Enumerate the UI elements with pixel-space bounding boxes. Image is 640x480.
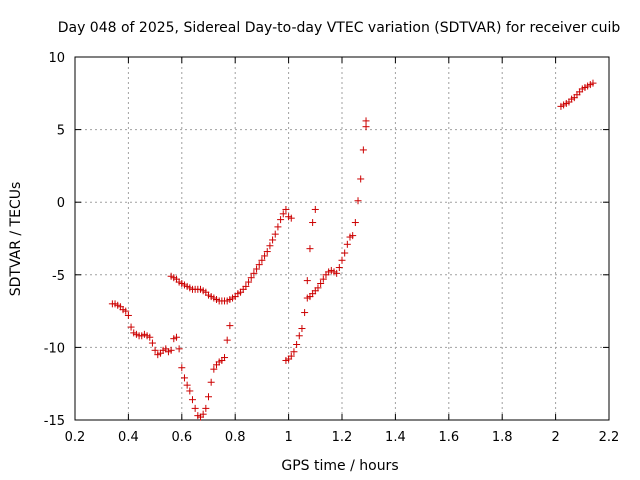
data-point [354, 197, 362, 205]
data-point [226, 322, 234, 330]
data-point [266, 242, 274, 250]
data-point [183, 381, 191, 389]
data-point [311, 205, 319, 213]
data-point [261, 252, 269, 260]
y-tick-label: 5 [57, 124, 65, 139]
data-point [306, 245, 314, 253]
data-point [146, 333, 154, 341]
data-point [335, 264, 343, 272]
data-point [151, 346, 159, 354]
data-point [277, 216, 285, 224]
data-point [247, 274, 255, 282]
data-point [245, 278, 253, 286]
data-point [271, 230, 279, 238]
data-point [309, 219, 317, 227]
data-point [255, 261, 263, 269]
data-point [298, 325, 306, 333]
data-point [319, 275, 327, 283]
data-point [210, 365, 218, 373]
grid-lines [75, 57, 609, 420]
x-tick-label: 0.8 [225, 430, 246, 445]
x-tick-label: 0.6 [171, 430, 192, 445]
data-point [333, 269, 341, 277]
data-point [349, 232, 357, 240]
chart-title: Day 048 of 2025, Sidereal Day-to-day VTE… [58, 20, 621, 36]
data-point [338, 256, 346, 264]
data-point [180, 374, 188, 382]
x-tick-label: 2 [551, 430, 559, 445]
data-points [108, 79, 597, 421]
data-point [127, 323, 135, 331]
data-point [221, 354, 229, 362]
data-point [167, 346, 175, 354]
data-point [301, 309, 309, 317]
x-tick-label: 1.2 [332, 430, 353, 445]
x-tick-label: 2.2 [599, 430, 620, 445]
data-point [343, 240, 351, 248]
data-point [282, 205, 290, 213]
data-point [175, 345, 183, 353]
x-axis: 0.2 0.4 0.6 0.8 1 1.2 1.4 1.6 1.8 2 2.2 [65, 57, 620, 445]
series-sdtvar-late-segment [557, 79, 597, 110]
x-axis-title: GPS time / hours [281, 458, 398, 474]
data-point [202, 404, 210, 412]
data-point [207, 378, 215, 386]
data-point [314, 284, 322, 292]
data-point [122, 307, 130, 315]
data-point [362, 117, 370, 125]
data-point [287, 214, 295, 222]
data-point [124, 311, 132, 319]
series-sdtvar-upper-branch [167, 205, 295, 305]
x-tick-label: 1.4 [385, 430, 406, 445]
series-sdtvar-second-arc [282, 123, 370, 364]
series-sdtvar-second-arc-outliers [303, 117, 370, 285]
data-point [263, 248, 271, 256]
y-tick-label: -10 [44, 341, 65, 356]
data-point [287, 352, 295, 360]
data-point [223, 336, 231, 344]
data-point [303, 277, 311, 285]
y-tick-label: 0 [57, 196, 65, 211]
data-point [242, 282, 250, 290]
data-point [279, 210, 287, 218]
x-tick-label: 0.4 [118, 430, 139, 445]
data-point [172, 333, 180, 341]
y-axis: -15 -10 -5 0 5 10 [44, 51, 609, 429]
data-point [188, 396, 196, 404]
data-point [250, 269, 258, 277]
data-point [199, 410, 207, 418]
data-point [253, 265, 261, 273]
data-point [317, 280, 325, 288]
data-point [269, 236, 277, 244]
data-point [589, 79, 597, 87]
data-point [295, 332, 303, 340]
data-point [274, 223, 282, 231]
data-point [359, 146, 367, 154]
y-tick-label: -15 [44, 414, 65, 429]
data-point [178, 364, 186, 372]
x-tick-label: 1.8 [492, 430, 513, 445]
data-point [205, 393, 212, 401]
x-tick-label: 0.2 [65, 430, 86, 445]
data-point [351, 219, 359, 227]
data-point [186, 387, 194, 395]
x-tick-label: 1.6 [438, 430, 459, 445]
data-point [258, 256, 266, 264]
data-point [290, 348, 298, 356]
data-point [191, 404, 199, 412]
y-tick-label: -5 [52, 269, 65, 284]
y-axis-title: SDTVAR / TECUs [8, 182, 24, 297]
x-tick-label: 1 [284, 430, 292, 445]
data-point [341, 249, 349, 257]
data-point [293, 340, 301, 348]
data-point [357, 175, 365, 183]
series-sdtvar-lower-branch [108, 300, 234, 421]
y-tick-label: 10 [48, 51, 65, 66]
data-point [148, 339, 156, 347]
